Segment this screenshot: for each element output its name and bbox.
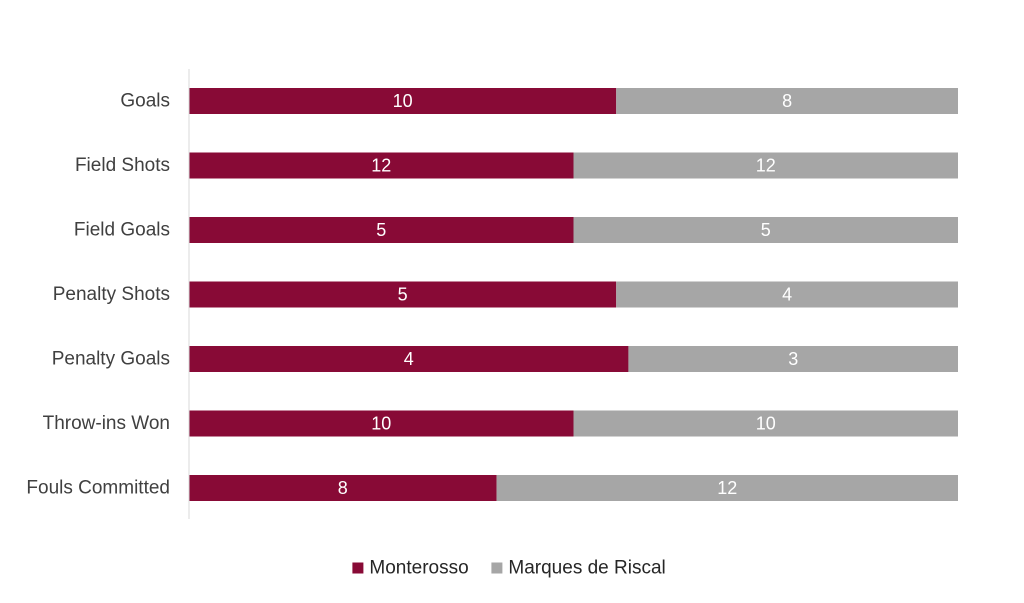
data-label-marques-de-riscal-field-goals: 5 <box>761 220 771 240</box>
category-label-penalty-goals: Penalty Goals <box>52 349 170 370</box>
data-label-marques-de-riscal-fouls-committed: 12 <box>717 478 737 498</box>
data-label-monterosso-goals: 10 <box>393 91 413 111</box>
bar-marques-de-riscal-goals <box>616 88 958 114</box>
data-label-marques-de-riscal-penalty-goals: 3 <box>788 349 798 369</box>
legend-swatch-monterosso <box>352 562 364 574</box>
legend-swatch-marques-de-riscal <box>491 562 503 574</box>
data-label-monterosso-penalty-shots: 5 <box>398 285 408 305</box>
bar-marques-de-riscal-penalty-shots <box>616 281 958 308</box>
bar-marques-de-riscal-field-goals <box>573 217 958 243</box>
data-label-marques-de-riscal-field-shots: 12 <box>756 156 776 176</box>
bar-monterosso-field-shots <box>189 152 574 179</box>
bar-marques-de-riscal-fouls-committed <box>496 475 958 501</box>
data-label-marques-de-riscal-throw-ins-won: 10 <box>756 414 776 434</box>
data-label-monterosso-field-goals: 5 <box>376 220 386 240</box>
bar-monterosso-goals <box>189 88 617 114</box>
bar-monterosso-throw-ins-won <box>189 410 574 437</box>
data-label-monterosso-throw-ins-won: 10 <box>371 414 391 434</box>
category-label-throw-ins-won: Throw-ins Won <box>43 413 170 434</box>
bar-monterosso-penalty-shots <box>189 281 617 308</box>
legend-item-monterosso: Monterosso <box>352 558 469 579</box>
category-label-fouls-committed: Fouls Committed <box>26 478 170 499</box>
data-label-monterosso-fouls-committed: 8 <box>338 478 348 498</box>
bar-monterosso-fouls-committed <box>189 475 497 501</box>
legend-item-marques-de-riscal: Marques de Riscal <box>491 558 666 579</box>
data-label-marques-de-riscal-goals: 8 <box>782 91 792 111</box>
labels-layer: Goals 10 8 Field Shots 12 12 Field Goals 5 5 Pena… <box>26 91 798 499</box>
legend-label-monterosso: Monterosso <box>369 558 468 579</box>
category-label-field-shots: Field Shots <box>75 155 170 176</box>
data-label-monterosso-penalty-goals: 4 <box>404 349 414 369</box>
category-label-field-goals: Field Goals <box>74 220 170 241</box>
bar-monterosso-penalty-goals <box>189 346 629 372</box>
category-label-goals: Goals <box>120 91 170 112</box>
bar-monterosso-field-goals <box>189 217 574 243</box>
legend-label-marques-de-riscal: Marques de Riscal <box>508 558 665 579</box>
bar-marques-de-riscal-field-shots <box>573 152 958 179</box>
category-label-penalty-shots: Penalty Shots <box>53 284 170 305</box>
bars-layer <box>189 88 958 501</box>
data-label-marques-de-riscal-penalty-shots: 4 <box>782 285 792 305</box>
data-label-monterosso-field-shots: 12 <box>371 156 391 176</box>
bar-marques-de-riscal-penalty-goals <box>628 346 958 372</box>
bar-marques-de-riscal-throw-ins-won <box>573 410 958 437</box>
legend: Monterosso Marques de Riscal <box>352 558 666 579</box>
